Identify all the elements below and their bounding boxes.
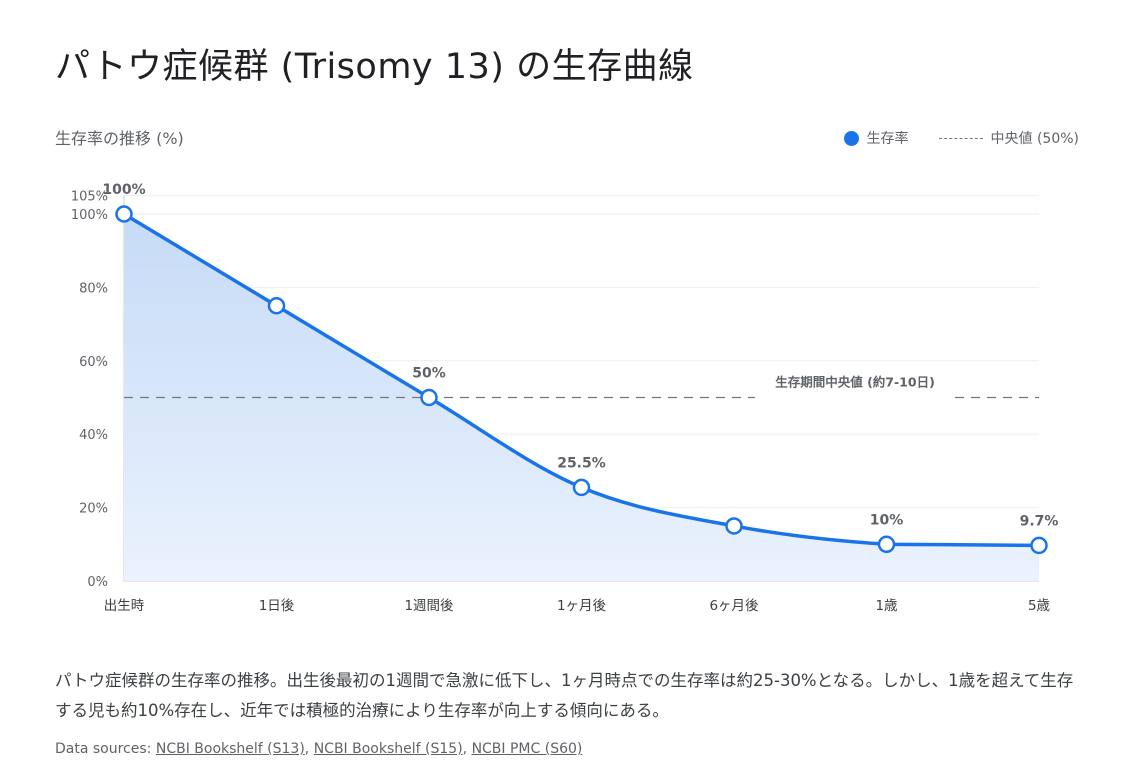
y-tick-label: 60%	[79, 355, 108, 370]
data-label: 100%	[102, 182, 145, 198]
sources-prefix: Data sources:	[55, 741, 156, 757]
legend-series-label: 生存率	[866, 131, 909, 147]
chart-subtitle: 生存率の推移 (%)	[55, 129, 184, 148]
y-tick-label: 40%	[79, 428, 108, 443]
x-tick-label: 5歳	[1028, 598, 1051, 614]
data-sources: Data sources: NCBI Bookshelf (S13), NCBI…	[55, 741, 583, 757]
data-point	[115, 205, 133, 223]
data-label: 50%	[412, 366, 446, 382]
x-tick-label: 出生時	[104, 598, 145, 614]
y-tick-label: 100%	[71, 208, 108, 223]
median-label: 生存期間中央値 (約7-10日)	[775, 375, 935, 390]
legend-median-label: 中央値 (50%)	[990, 131, 1080, 147]
x-tick-label: 1日後	[259, 598, 295, 614]
data-label: 25.5%	[557, 455, 606, 471]
data-label: 9.7%	[1020, 513, 1059, 529]
data-point	[420, 388, 438, 407]
line-chart: 0%20%40%60%80%100%105%出生時 1日後 1週間後 1ヶ月後 6ヶ月後…	[71, 182, 1059, 614]
data-point	[725, 517, 743, 535]
y-tick-label: 20%	[79, 502, 108, 517]
data-label: 10%	[870, 512, 904, 528]
area-fill	[124, 214, 1039, 581]
data-point	[572, 478, 591, 497]
legend: 生存率 中央値 (50%)	[843, 128, 1080, 148]
legend-median-marker	[938, 137, 983, 139]
source-link-s13[interactable]: NCBI Bookshelf (S13)	[155, 741, 305, 757]
data-point	[877, 535, 896, 554]
legend-series-marker	[843, 130, 859, 146]
page-title: パトウ症候群 (Trisomy 13) の生存曲線	[55, 47, 694, 87]
x-tick-label: 1週間後	[404, 598, 454, 614]
x-tick-label: 6ヶ月後	[709, 598, 759, 614]
data-point	[267, 297, 286, 315]
chart-description: パトウ症候群の生存率の推移。出生後最初の1週間で急激に低下し、1ヶ月時点での生存…	[55, 671, 1074, 720]
x-tick-label: 1歳	[875, 598, 898, 614]
source-link-s15[interactable]: NCBI Bookshelf (S15)	[313, 741, 463, 757]
source-link-s60[interactable]: NCBI PMC (S60)	[471, 741, 583, 757]
y-tick-label: 80%	[79, 281, 108, 296]
x-tick-label: 1ヶ月後	[557, 598, 607, 614]
y-tick-label: 0%	[87, 575, 108, 590]
data-point	[1030, 536, 1048, 555]
y-tick-label: 105%	[71, 190, 108, 205]
